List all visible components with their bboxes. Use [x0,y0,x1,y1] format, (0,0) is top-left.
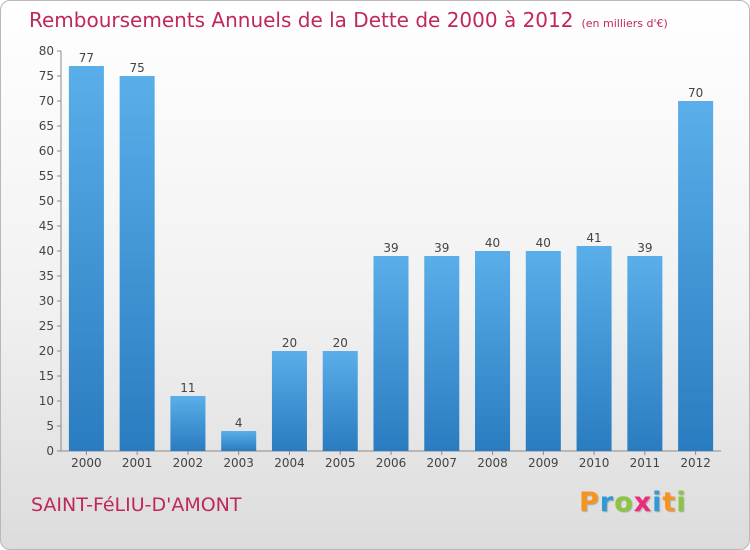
chart-title-main: Remboursements Annuels de la Dette de 20… [29,8,574,32]
bar [627,256,663,451]
y-tick-label: 45 [39,219,54,233]
x-tick-label: 2010 [579,456,610,470]
bar [424,256,460,451]
data-label: 39 [434,241,449,255]
x-tick-label: 2004 [274,456,305,470]
x-tick-label: 2003 [223,456,254,470]
chart-title-unit: (en milliers d'€) [581,17,668,30]
chart-title: Remboursements Annuels de la Dette de 20… [29,8,668,32]
x-tick-label: 2007 [426,456,457,470]
y-tick-label: 30 [39,294,54,308]
logo-letter: r [599,487,615,518]
y-tick-label: 60 [39,144,54,158]
bar [373,256,409,451]
bar [322,351,358,451]
data-label: 20 [333,336,348,350]
y-tick-label: 65 [39,119,54,133]
bar [525,251,561,451]
data-label: 40 [536,236,551,250]
bar [271,351,307,451]
data-label: 39 [383,241,398,255]
y-tick-label: 10 [39,394,54,408]
logo-letter: t [662,487,677,518]
bar [170,396,206,451]
y-tick-label: 75 [39,69,54,83]
bar [68,66,104,451]
y-tick-label: 55 [39,169,54,183]
y-tick-label: 25 [39,319,54,333]
bar [221,431,257,451]
y-tick-label: 70 [39,94,54,108]
data-label: 41 [586,231,601,245]
commune-name: SAINT-FéLIU-D'AMONT [31,494,242,516]
x-tick-label: 2009 [528,456,559,470]
logo-letter: i [676,487,687,518]
x-tick-label: 2001 [122,456,153,470]
y-tick-label: 50 [39,194,54,208]
y-tick-label: 5 [46,419,54,433]
y-tick-label: 40 [39,244,54,258]
y-tick-label: 35 [39,269,54,283]
data-label: 11 [180,381,195,395]
x-tick-label: 2008 [477,456,508,470]
proxiti-logo: Proxiti [579,487,687,518]
logo-letter: P [579,487,600,518]
data-label: 20 [282,336,297,350]
data-label: 39 [637,241,652,255]
data-label: 4 [235,416,243,430]
data-label: 75 [130,61,145,75]
y-tick-label: 15 [39,369,54,383]
x-tick-label: 2012 [680,456,711,470]
x-tick-label: 2005 [325,456,356,470]
y-tick-label: 80 [39,44,54,58]
logo-letter: x [633,487,653,518]
data-label: 40 [485,236,500,250]
bar [678,101,714,451]
y-tick-label: 20 [39,344,54,358]
data-label: 70 [688,86,703,100]
logo-letter: o [614,487,634,518]
x-tick-label: 2011 [630,456,661,470]
bar [475,251,511,451]
x-tick-label: 2006 [376,456,407,470]
logo-letter: i [652,487,663,518]
y-tick-label: 0 [46,444,54,458]
x-tick-label: 2000 [71,456,102,470]
bar [576,246,612,451]
data-label: 77 [79,51,94,65]
bar [119,76,155,451]
x-tick-label: 2002 [173,456,204,470]
